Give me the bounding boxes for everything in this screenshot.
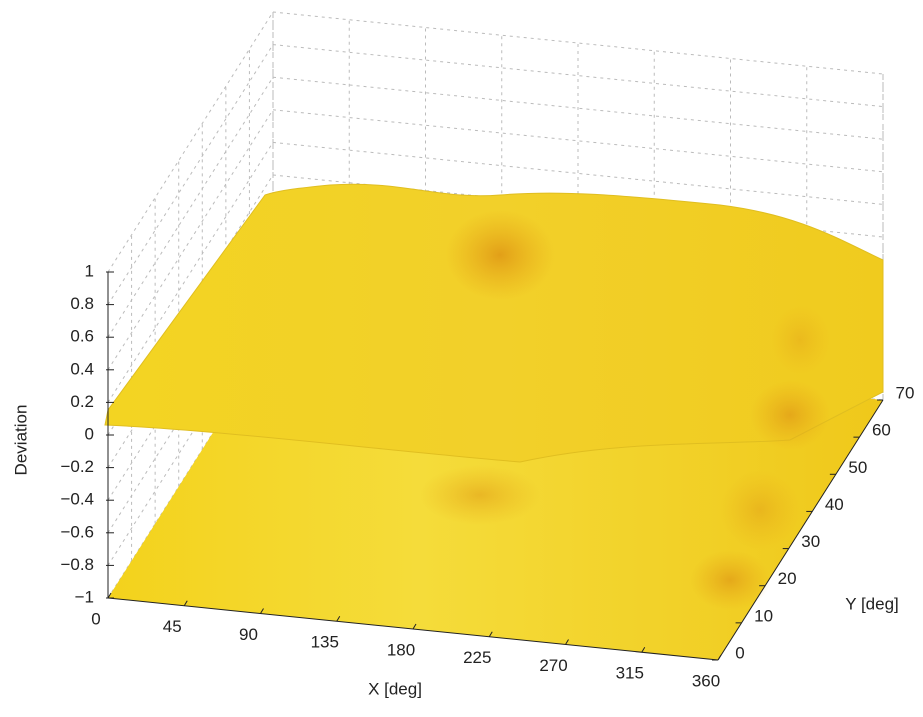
x-tick-label: 135 [311, 633, 339, 652]
x-axis-title: X [deg] [368, 679, 422, 698]
x-tick [565, 639, 569, 645]
y-axis [717, 399, 884, 661]
x-tick-label: 45 [163, 617, 182, 636]
grid-line [107, 272, 274, 534]
x-tick-label: 180 [387, 640, 415, 659]
grid-line [107, 239, 274, 501]
x-tick-label: 0 [91, 609, 100, 628]
y-tick-label: 60 [872, 421, 891, 440]
grid-line [107, 109, 274, 371]
grid-line [107, 44, 274, 305]
y-tick-label: 10 [754, 606, 773, 625]
y-tick-label: 0 [735, 643, 744, 662]
x-tick-label: 360 [692, 671, 720, 690]
y-tick-label: 40 [825, 495, 844, 514]
y-axis-title: Y [deg] [845, 594, 899, 613]
z-tick-label: −1 [75, 587, 94, 606]
x-tick-label: 90 [239, 625, 258, 644]
x-tick [641, 646, 646, 653]
x-tick [107, 592, 112, 599]
y-tick-label: 30 [801, 532, 820, 551]
z-tick-label: −0.8 [60, 555, 94, 574]
y-tick-label: 20 [778, 569, 797, 588]
z-tick-label: −0.4 [60, 490, 94, 509]
z-tick-label: 0.8 [70, 294, 94, 313]
z-tick-label: 0.6 [70, 327, 94, 346]
x-tick-label: 270 [539, 656, 567, 675]
z-tick-label: −0.2 [60, 457, 94, 476]
grid-line [107, 305, 274, 566]
grid-line [107, 11, 274, 273]
z-tick-label: −0.6 [60, 522, 94, 541]
grid-line [272, 109, 884, 173]
x-tick [336, 615, 341, 622]
y-tick-label: 50 [848, 458, 867, 477]
x-tick-label: 225 [463, 648, 491, 667]
z-tick-label: 0.4 [70, 359, 94, 378]
x-tick-label: 315 [616, 664, 644, 683]
x-tick [717, 654, 722, 661]
z-tick-label: 1 [85, 261, 94, 280]
grid-line [107, 76, 274, 338]
z-tick-label: 0.2 [70, 392, 94, 411]
z-axis-title: Deviation [11, 405, 30, 476]
y-tick-label: 70 [896, 383, 915, 402]
x-tick [260, 608, 264, 614]
x-tick [183, 600, 188, 607]
upper-surface [104, 183, 884, 463]
grid-line [107, 142, 274, 403]
x-tick [488, 631, 493, 638]
x-tick [412, 623, 417, 630]
z-tick-label: 0 [85, 424, 94, 443]
